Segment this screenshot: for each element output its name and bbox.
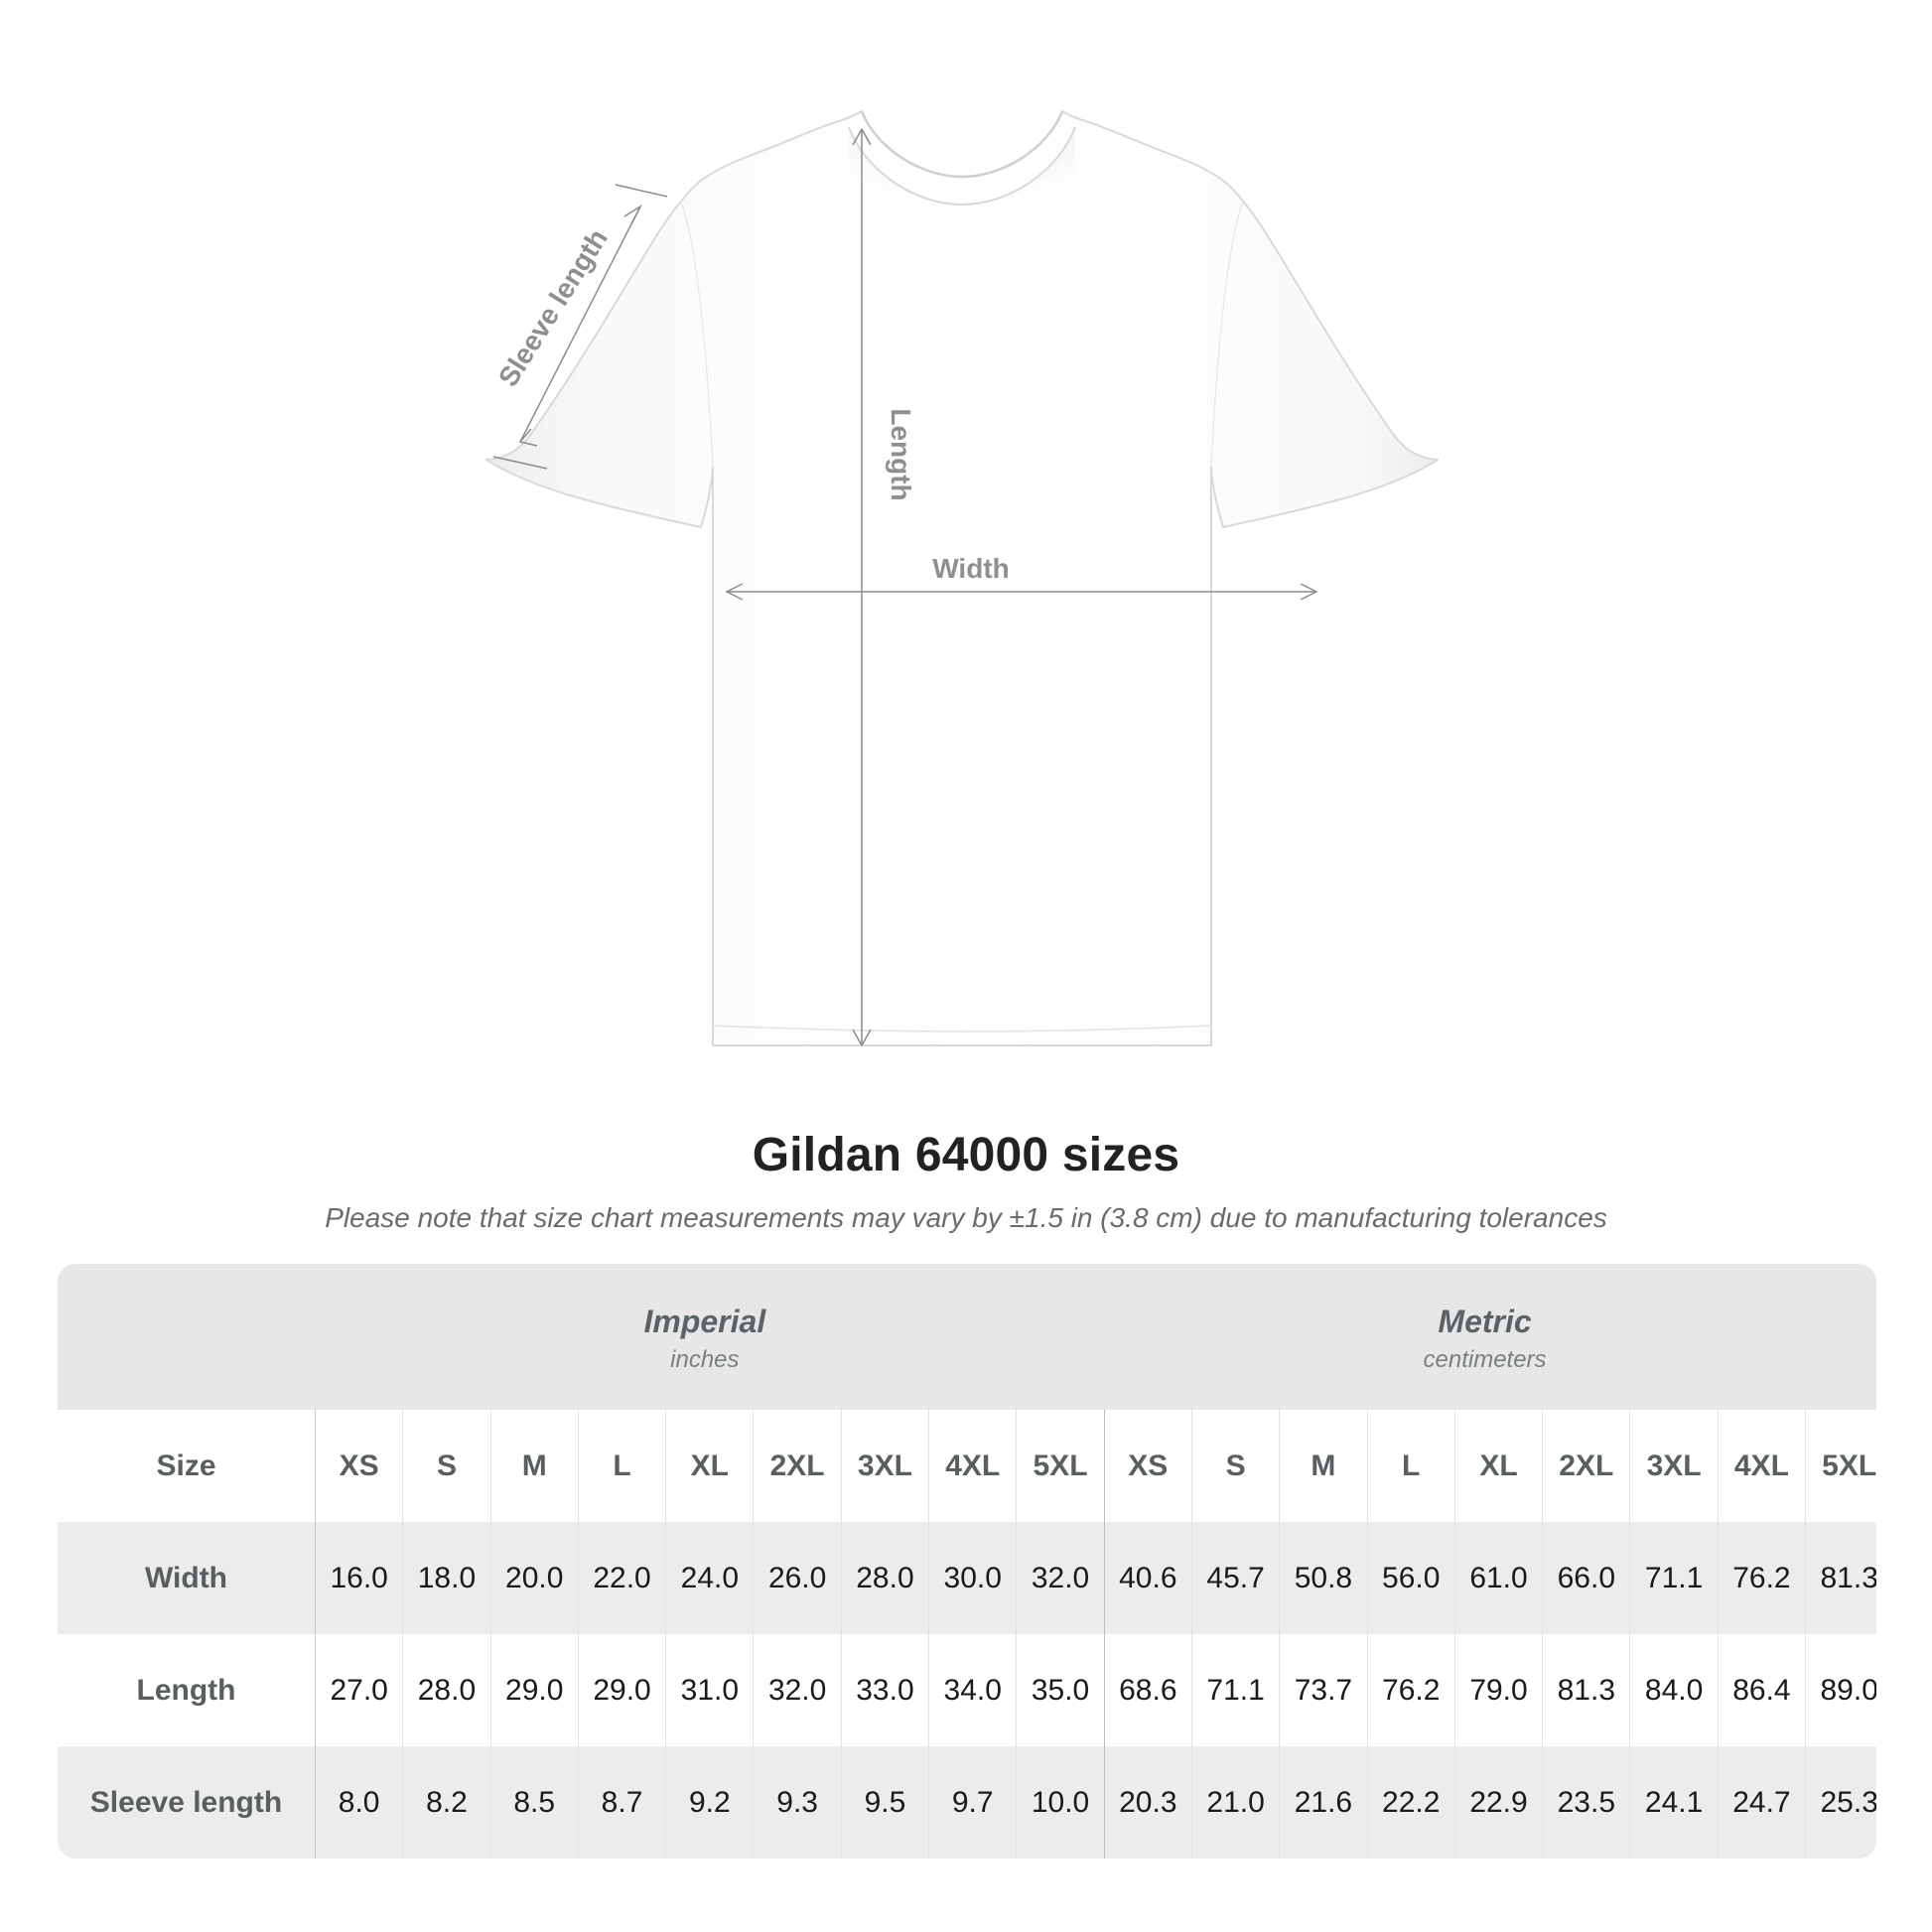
svg-text:Width: Width [932,553,1010,584]
svg-text:Length: Length [886,408,916,500]
